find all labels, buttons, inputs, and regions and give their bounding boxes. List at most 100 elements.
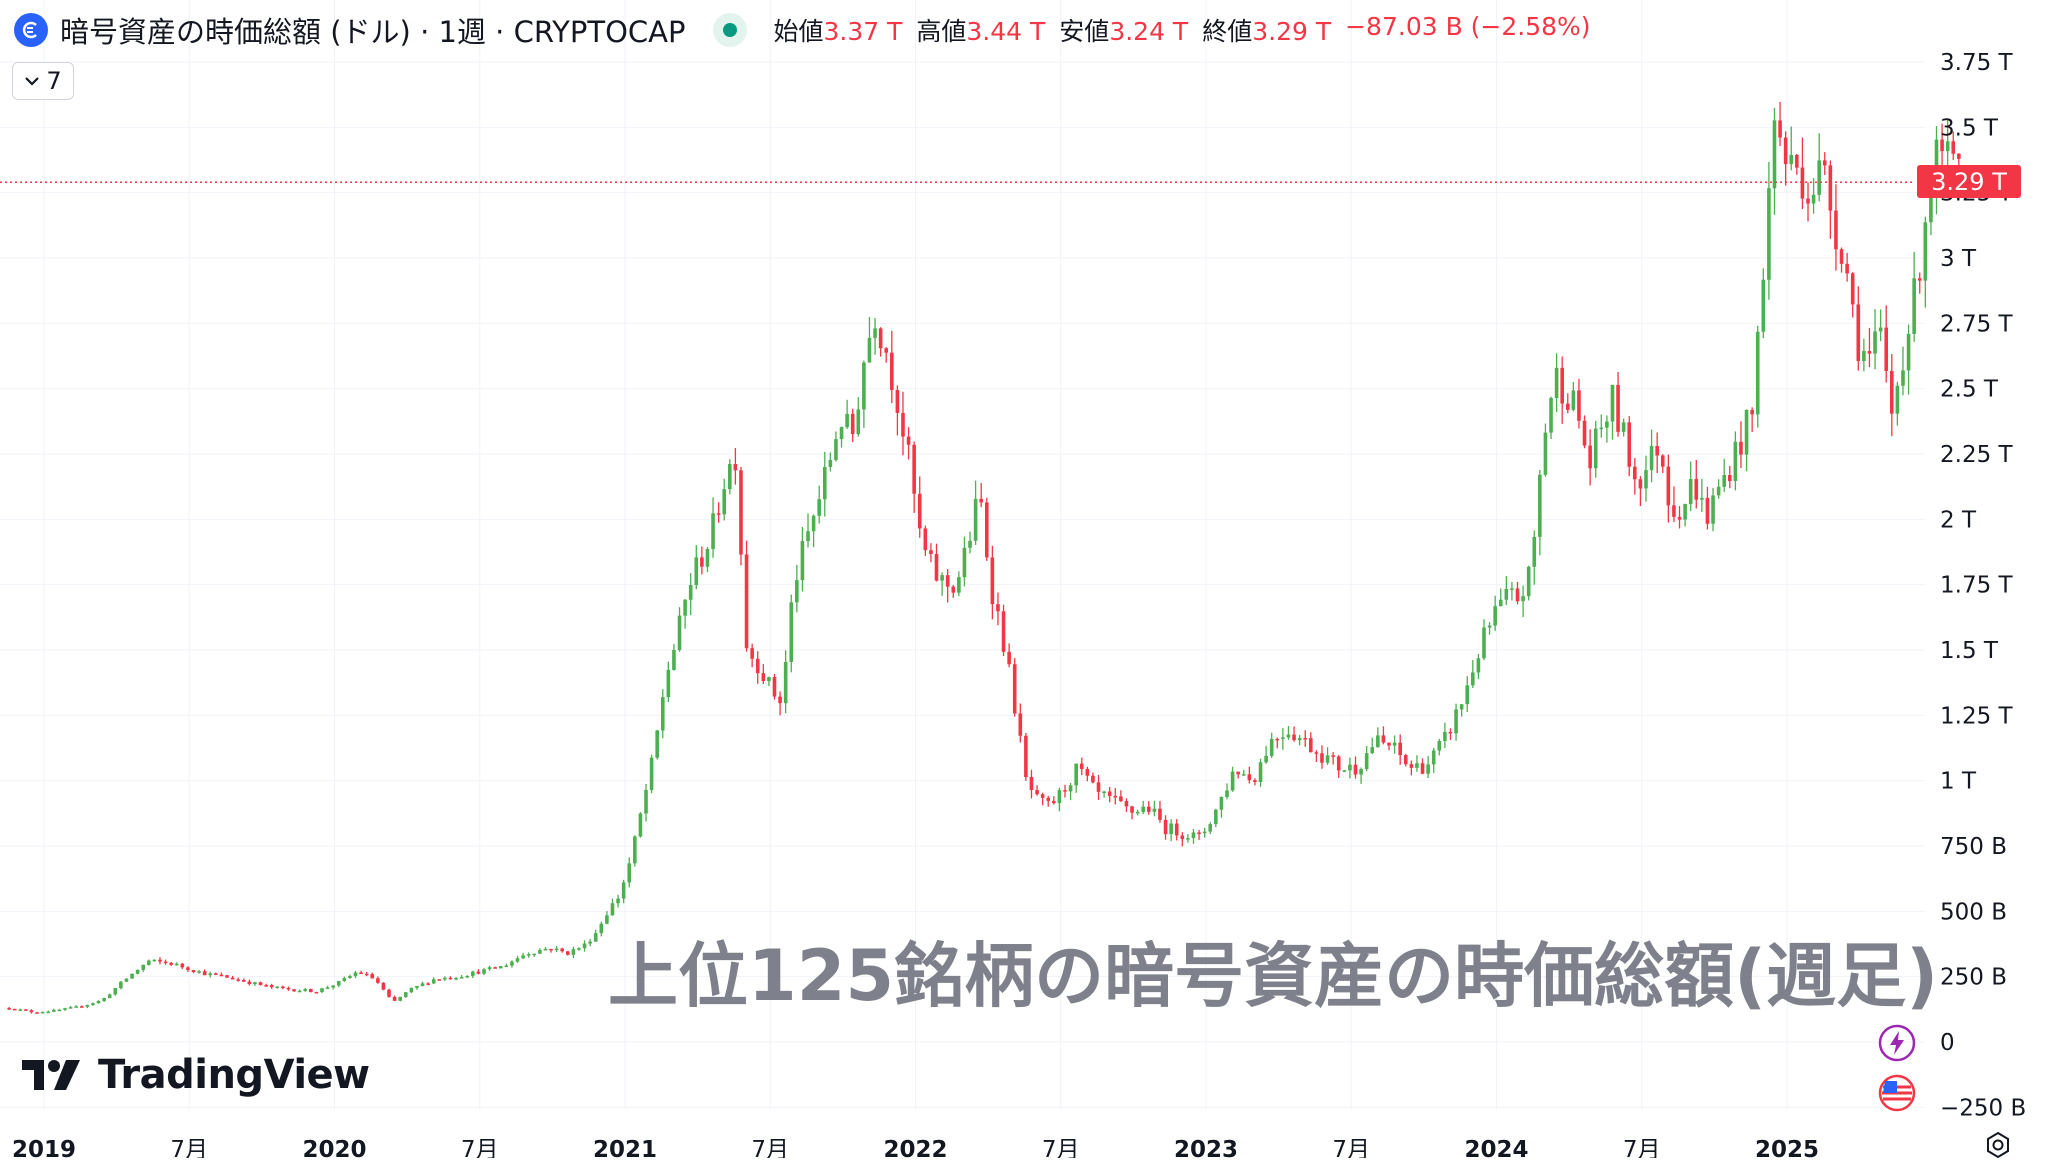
- candle-down: [29, 1010, 34, 1013]
- candle-down: [906, 436, 911, 445]
- candle-down: [1588, 445, 1592, 469]
- candle-up: [577, 948, 581, 950]
- candle-down: [1398, 742, 1402, 756]
- time-axis-tick-label: 2024: [1464, 1137, 1528, 1158]
- candle-up: [1929, 196, 1933, 223]
- candle-down: [1063, 790, 1067, 792]
- candle-down: [1007, 651, 1011, 665]
- candle-down: [381, 982, 386, 990]
- candle-up: [141, 964, 146, 970]
- price-axis-tick-label: −250 B: [1940, 1095, 2026, 1121]
- candle-down: [1275, 738, 1280, 741]
- price-axis-tick-label: 1.75 T: [1940, 573, 2014, 599]
- candle-up: [1281, 737, 1285, 739]
- candle-up: [571, 949, 576, 955]
- price-axis[interactable]: 3.75 T3.5 T3.25 T3 T2.75 T2.5 T2.25 T2 T…: [1940, 50, 2026, 1121]
- candle-down: [309, 989, 313, 992]
- candle-up: [498, 966, 503, 969]
- candle-up: [605, 915, 609, 924]
- candle-down: [1387, 742, 1391, 746]
- candle-up: [1526, 566, 1531, 597]
- candle-down: [1577, 390, 1581, 421]
- candle-down: [241, 980, 246, 982]
- candle-down: [1024, 735, 1028, 778]
- candle-up: [649, 757, 654, 791]
- candle-down: [79, 1006, 84, 1008]
- lightning-icon[interactable]: [1877, 1023, 1917, 1063]
- tradingview-logo[interactable]: TradingView: [22, 1052, 370, 1098]
- candle-up: [303, 989, 308, 991]
- candle-up: [1219, 797, 1224, 810]
- candle-down: [376, 978, 380, 983]
- candle-down: [1197, 832, 1201, 834]
- chart-grid: [0, 0, 1925, 1110]
- candle-up: [554, 948, 559, 951]
- candle-down: [1107, 791, 1112, 796]
- gear-icon[interactable]: [1983, 1130, 2013, 1160]
- candle-up: [1543, 432, 1548, 475]
- candle-down: [169, 962, 173, 965]
- crypto-symbol-icon[interactable]: [14, 13, 48, 47]
- candle-up: [1862, 351, 1866, 361]
- candle-up: [1476, 658, 1481, 673]
- candle-up: [957, 577, 961, 593]
- symbol-title[interactable]: 暗号資産の時価総額 (ドル) · 1週 · CRYPTOCAP: [60, 15, 686, 49]
- candle-up: [1454, 709, 1458, 734]
- candle-up: [336, 980, 341, 986]
- candle-up: [621, 882, 626, 899]
- candle-up: [806, 531, 810, 542]
- candle-up: [644, 790, 648, 814]
- candle-up: [174, 963, 179, 966]
- candle-down: [1582, 420, 1587, 446]
- time-axis-tick-label: 7月: [1623, 1137, 1661, 1158]
- candle-up: [1487, 625, 1492, 628]
- candle-up: [940, 575, 944, 581]
- candle-up: [398, 996, 402, 1001]
- candle-up: [1225, 790, 1229, 798]
- candle-up: [1415, 763, 1419, 768]
- time-axis[interactable]: 2019 7月 2020 7月 2021 7月 2022 7月 2023 7月 2024 7月 2025: [12, 1137, 1819, 1158]
- candle-down: [1253, 780, 1257, 783]
- candle-up: [1945, 141, 1950, 152]
- indicators-collapse-button[interactable]: 7: [12, 62, 74, 100]
- candle-up: [1169, 823, 1173, 835]
- candle-up: [968, 540, 972, 548]
- candle-up: [1135, 811, 1140, 814]
- candle-up: [253, 982, 257, 985]
- candle-up: [711, 513, 715, 550]
- candle-up: [18, 1009, 23, 1011]
- candle-down: [1085, 769, 1090, 776]
- candle-up: [152, 959, 157, 962]
- us-flag-icon[interactable]: [1877, 1073, 1917, 1113]
- candle-up: [526, 954, 531, 956]
- candle-down: [163, 961, 168, 964]
- candle-down: [1839, 249, 1844, 264]
- candle-up: [1571, 390, 1576, 410]
- candle-up: [1716, 486, 1721, 496]
- candle-up: [800, 541, 805, 581]
- candle-down: [772, 677, 777, 697]
- candle-up: [107, 994, 112, 999]
- candle-up: [521, 955, 525, 959]
- candle-up: [610, 903, 615, 916]
- price-axis-tick-label: 3.75 T: [1940, 50, 2014, 76]
- market-status-indicator[interactable]: [713, 13, 748, 47]
- candle-down: [437, 979, 442, 981]
- candle-up: [1376, 735, 1380, 748]
- candle-down: [1420, 763, 1425, 774]
- candle-up: [96, 1000, 101, 1004]
- candle-down: [230, 977, 235, 980]
- candle-up: [1772, 120, 1777, 189]
- candle-up: [409, 987, 414, 993]
- candle-down: [12, 1008, 17, 1011]
- candle-down: [934, 554, 939, 581]
- candle-down: [895, 390, 900, 413]
- candle-up: [638, 813, 643, 837]
- candle-up: [962, 547, 967, 578]
- candle-up: [515, 958, 520, 962]
- candle-down: [1515, 588, 1520, 602]
- candle-down: [1856, 304, 1861, 361]
- candle-up: [348, 976, 352, 979]
- candle-up: [1342, 770, 1347, 772]
